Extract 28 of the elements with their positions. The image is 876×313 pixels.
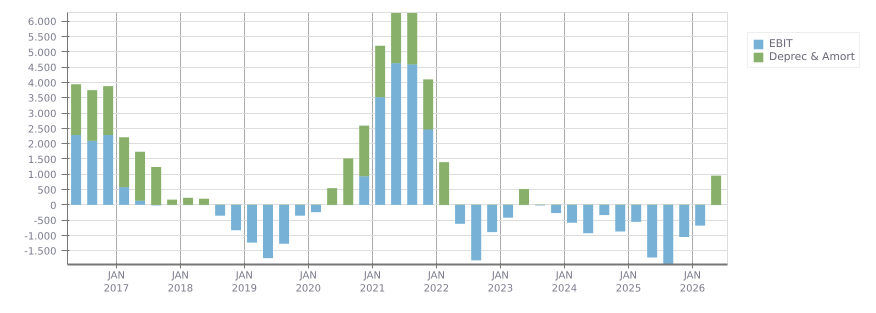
x-tick-label: JAN 2018 [168,270,194,295]
y-tick-label: 1.000 [28,170,57,182]
y-tick-label: 5.500 [28,32,57,44]
x-tick-label: JAN 2022 [424,270,450,295]
x-tick-label: JAN 2019 [232,270,258,295]
y-tick-label: -1.500 [24,246,57,258]
y-tick-label: 4.500 [28,63,57,74]
x-tick-label: JAN 2021 [360,270,386,295]
y-tick-label: -1.000 [24,231,57,242]
y-tick-label: 1.500 [28,154,57,166]
legend-label: EBIT [769,37,793,50]
x-tick-label: JAN 2023 [488,270,514,295]
x-tick-label: JAN 2025 [616,270,642,295]
x-tick-label: JAN 2017 [104,270,130,295]
y-tick-label: 5.000 [28,48,57,59]
x-tick-label: JAN 2026 [680,270,706,295]
y-tick-label: 3.000 [28,109,57,120]
y-tick-label: 500 [37,186,57,197]
y-tick-label: 4.000 [28,78,57,90]
x-tick-label: JAN 2024 [552,270,578,295]
y-tick-label: 6.000 [28,17,57,28]
legend-label: Deprec & Amort [769,50,855,63]
y-tick-label: 3.500 [28,94,57,105]
y-tick-label: -500 [34,216,57,228]
y-tick-label: 2.500 [28,124,57,136]
x-tick-label: JAN 2020 [296,270,322,295]
y-tick-label: 0 [50,200,57,212]
y-tick-label: 2.000 [28,140,57,151]
